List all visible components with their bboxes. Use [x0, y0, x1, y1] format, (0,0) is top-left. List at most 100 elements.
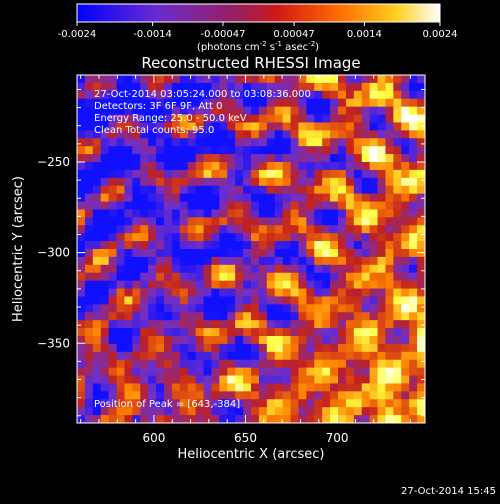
heatmap-cell [84, 351, 94, 361]
heatmap-cell [211, 399, 220, 408]
heatmap-cell [187, 169, 197, 179]
heatmap-cell [282, 264, 292, 274]
heatmap-cell [219, 209, 228, 218]
heatmap-cell [330, 209, 339, 218]
heatmap-cell [203, 177, 212, 187]
heatmap-cell [195, 272, 205, 282]
heatmap-cell [401, 90, 410, 100]
heatmap-cell [77, 320, 86, 329]
heatmap-cell [377, 169, 386, 179]
heatmap-cell [92, 336, 102, 345]
heatmap-cell [385, 162, 394, 171]
heatmap-cell [108, 280, 118, 290]
heatmap-cell [353, 193, 363, 203]
heatmap-cell [266, 256, 276, 266]
heatmap-cell [187, 288, 197, 297]
heatmap-cell [274, 328, 284, 337]
heatmap-cell [77, 114, 86, 123]
heatmap-cell [393, 162, 402, 171]
heatmap-cell [290, 185, 299, 195]
heatmap-cell [345, 415, 355, 423]
heatmap-cell [385, 296, 394, 305]
heatmap-cell [124, 130, 133, 139]
heatmap-cell [156, 328, 165, 337]
heatmap-cell [385, 209, 394, 218]
heatmap-cell [282, 106, 292, 116]
heatmap-cell [108, 98, 118, 108]
heatmap-cell [290, 336, 299, 345]
heatmap-cell [116, 98, 125, 108]
heatmap-cell [282, 336, 292, 345]
heatmap-cell [140, 185, 149, 195]
heatmap-cell [322, 146, 331, 155]
heatmap-cell [108, 383, 118, 392]
heatmap-cell [298, 225, 307, 234]
heatmap-cell [124, 177, 133, 187]
heatmap-cell [164, 367, 173, 377]
heatmap-cell [164, 241, 173, 250]
heatmap-cell [345, 130, 355, 139]
heatmap-cell [290, 415, 299, 423]
heatmap-cell [195, 122, 205, 131]
heatmap-cell [77, 336, 86, 345]
heatmap-cell [148, 256, 157, 266]
heatmap-cell [108, 114, 118, 123]
heatmap-cell [274, 201, 284, 210]
heatmap-cell [132, 177, 141, 187]
heatmap-cell [100, 272, 110, 282]
heatmap-cell [393, 312, 402, 321]
heatmap-cell [330, 162, 339, 171]
heatmap-cell [298, 336, 307, 345]
heatmap-cell [361, 138, 371, 147]
heatmap-cell [140, 146, 149, 155]
heatmap-cell [187, 154, 197, 163]
heatmap-cell [282, 98, 292, 108]
heatmap-cell [385, 256, 394, 266]
heatmap-cell [179, 359, 189, 369]
heatmap-cell [345, 399, 355, 408]
heatmap-cell [140, 407, 149, 416]
heatmap-cell [243, 320, 252, 329]
heatmap-cell [235, 383, 244, 392]
heatmap-cell [417, 312, 425, 321]
heatmap-cell [84, 272, 94, 282]
heatmap-cell [171, 343, 181, 353]
heatmap-cell [92, 75, 102, 84]
heatmap-cell [274, 122, 284, 131]
heatmap-cell [251, 114, 260, 123]
heatmap-cell [401, 177, 410, 187]
heatmap-cell [377, 130, 386, 139]
heatmap-cell [187, 407, 197, 416]
heatmap-cell [266, 272, 276, 282]
heatmap-cell [409, 82, 418, 92]
heatmap-cell [401, 272, 410, 282]
heatmap-cell [116, 241, 125, 250]
heatmap-cell [258, 114, 268, 123]
heatmap-cell [369, 407, 379, 416]
heatmap-cell [187, 375, 197, 384]
heatmap-cell [330, 391, 339, 400]
heatmap-cell [409, 343, 418, 353]
heatmap-cell [171, 391, 181, 400]
heatmap-cell [385, 288, 394, 297]
heatmap-cell [187, 114, 197, 123]
heatmap-cell [369, 75, 379, 84]
heatmap-cell [124, 82, 133, 92]
heatmap-cell [243, 296, 252, 305]
footer-timestamp: 27-Oct-2014 15:45 [401, 486, 496, 497]
heatmap-cell [195, 367, 205, 377]
heatmap-cell [77, 130, 86, 139]
heatmap-cell [227, 280, 236, 290]
heatmap-cell [116, 209, 125, 218]
heatmap-cell [116, 351, 125, 361]
heatmap-cell [361, 407, 371, 416]
heatmap-cell [251, 122, 260, 131]
heatmap-cell [108, 193, 118, 203]
heatmap-cell [369, 375, 379, 384]
heatmap-cell [92, 375, 102, 384]
heatmap-cell [227, 343, 236, 353]
heatmap-cell [258, 162, 268, 171]
heatmap-cell [108, 296, 118, 305]
heatmap-cell [393, 122, 402, 131]
heatmap-cell [401, 82, 410, 92]
